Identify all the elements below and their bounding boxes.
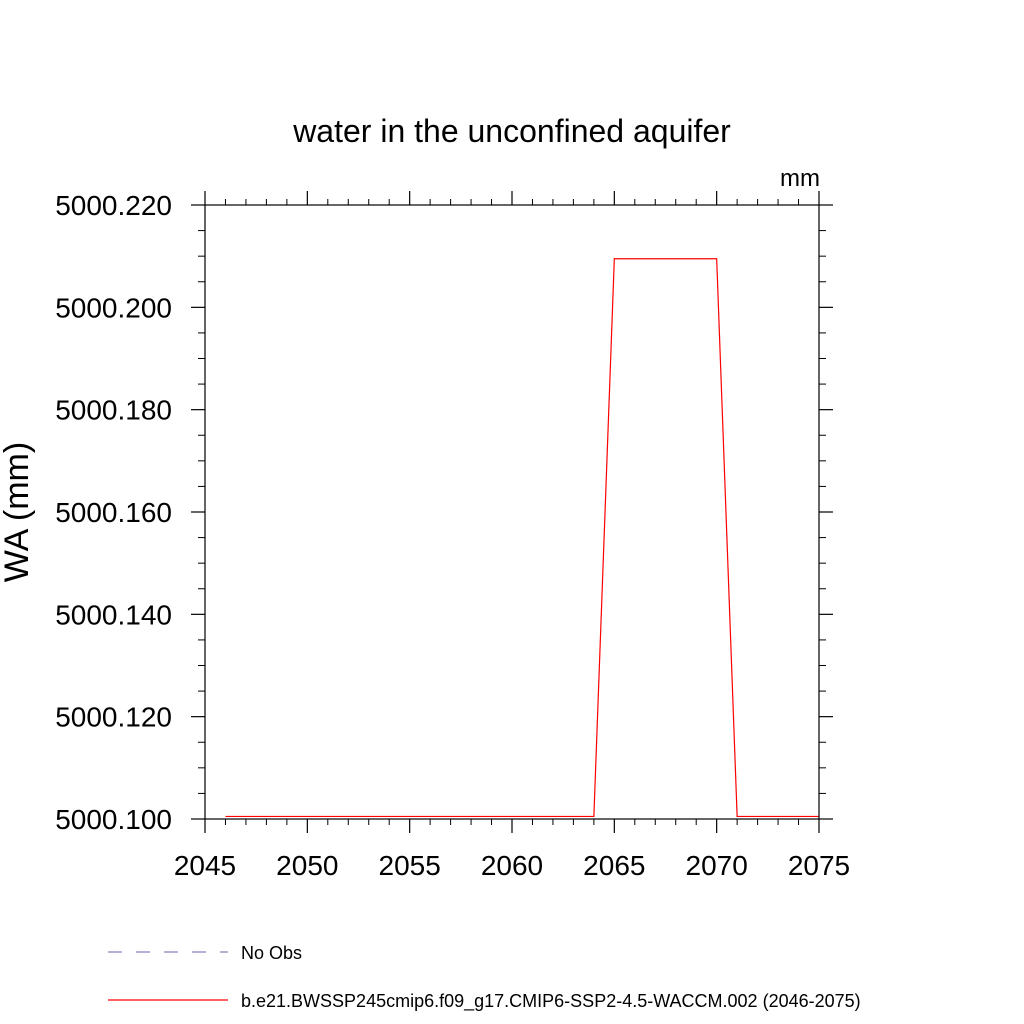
x-tick-label: 2045 (174, 850, 236, 881)
y-tick-label: 5000.220 (55, 190, 172, 221)
y-tick-label: 5000.100 (55, 804, 172, 835)
legend-label-1: b.e21.BWSSP245cmip6.f09_g17.CMIP6-SSP2-4… (241, 991, 861, 1012)
units-label: mm (780, 165, 820, 192)
chart-title: water in the unconfined aquifer (292, 113, 731, 149)
x-tick-label: 2060 (481, 850, 543, 881)
x-tick-label: 2070 (686, 850, 748, 881)
y-tick-label: 5000.160 (55, 497, 172, 528)
x-tick-label: 2055 (379, 850, 441, 881)
plot-frame (204, 204, 820, 820)
y-tick-label: 5000.180 (55, 395, 172, 426)
y-tick-label: 5000.140 (55, 599, 172, 630)
y-axis-label: WA (mm) (0, 442, 36, 582)
axis-ticks: 2045 2050 2055 2060 2065 2070 2075 5000.100 5000… (55, 190, 850, 881)
x-tick-label: 2065 (583, 850, 645, 881)
x-tick-label: 2050 (276, 850, 338, 881)
series-line-0 (225, 258, 819, 818)
y-tick-label: 5000.120 (55, 702, 172, 733)
y-tick-label: 5000.200 (55, 292, 172, 323)
legend: No Obs b.e21.BWSSP245cmip6.f09_g17.CMIP6-… (108, 943, 861, 1012)
x-tick-label: 2075 (788, 850, 850, 881)
legend-label-0: No Obs (241, 943, 302, 963)
plot-series (225, 258, 819, 818)
